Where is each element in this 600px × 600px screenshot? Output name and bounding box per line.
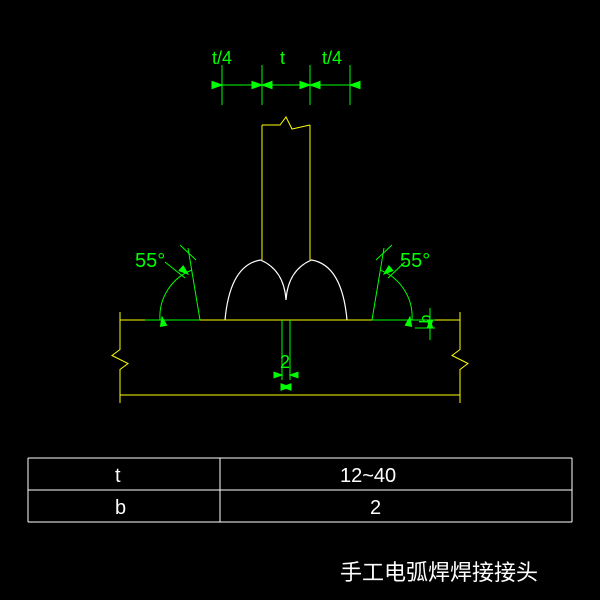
title-text: 手工电弧焊焊接接头 [340,555,538,587]
angle-left-label: 55° [135,250,165,273]
dim-top-right: t/4 [322,48,342,69]
table-r0-value: 12~40 [340,465,396,488]
dim-top-left: t/4 [212,48,232,69]
table-r1-param: b [115,497,126,520]
angle-right-label: 55° [400,250,430,273]
gap-label: 2 [280,352,290,373]
root-label: b [417,315,435,324]
table-r1-value: 2 [370,497,381,520]
weld-diagram [0,0,600,600]
dim-top-mid: t [280,48,285,69]
table-r0-param: t [115,465,121,488]
